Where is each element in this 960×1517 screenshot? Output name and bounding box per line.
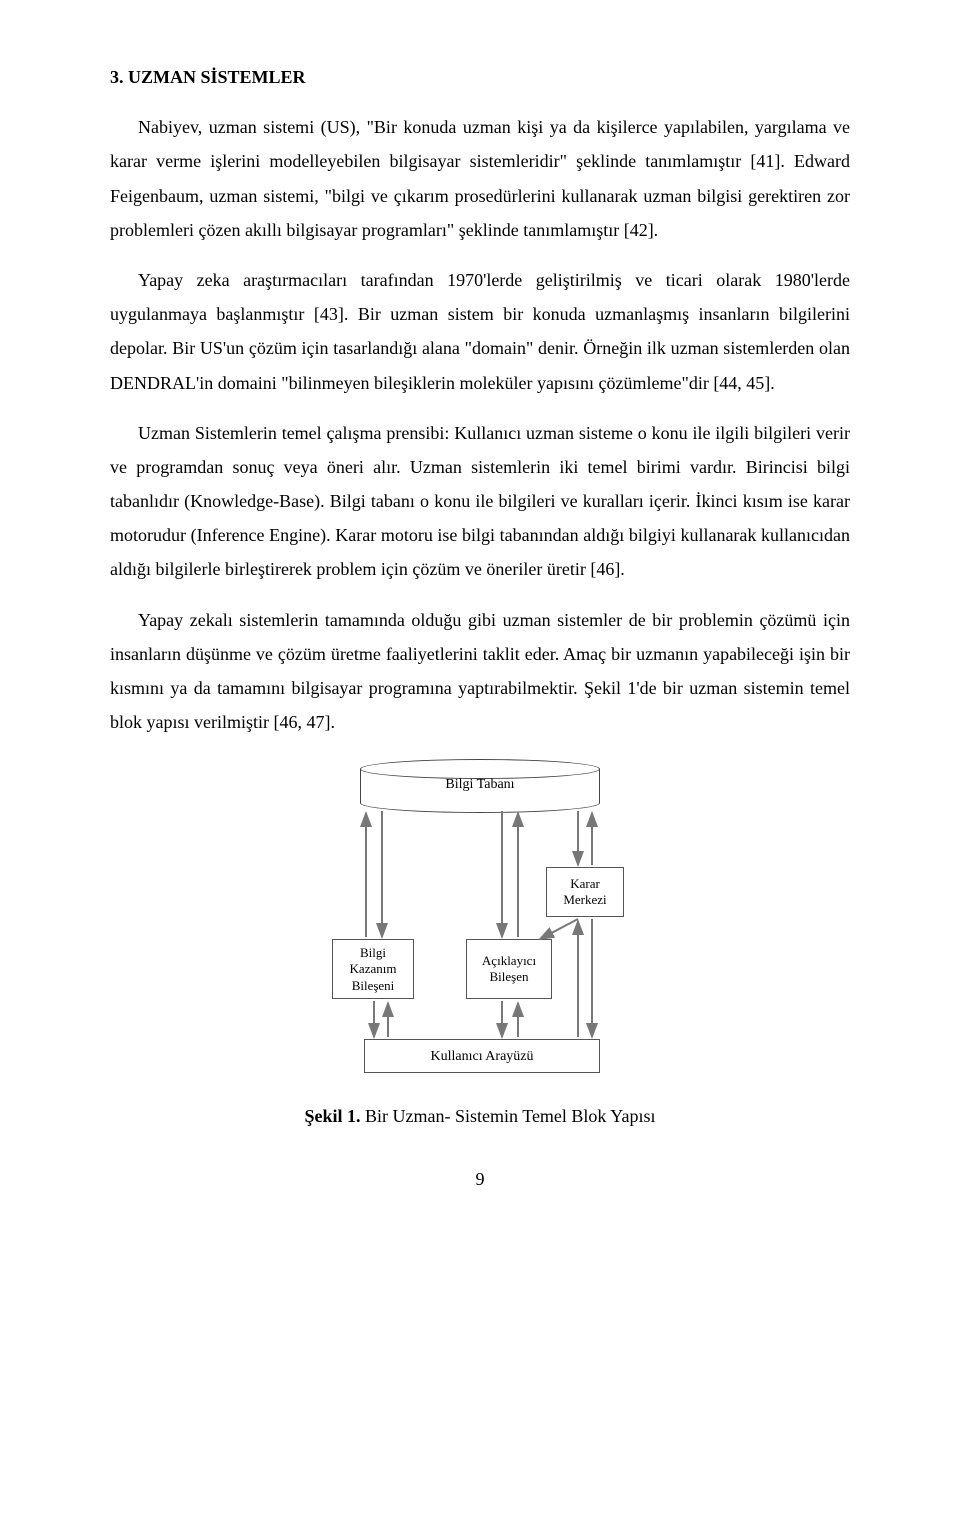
- node-knowledge-acquisition: Bilgi Kazanım Bileşeni: [332, 939, 414, 999]
- node-knowledge-base: Bilgi Tabanı: [360, 759, 600, 811]
- figure-1: Bilgi Tabanı Karar Merkezi Bilgi Kazanım…: [110, 755, 850, 1133]
- figure-caption-text: Bir Uzman- Sistemin Temel Blok Yapısı: [361, 1106, 656, 1126]
- node-explanation-component: Açıklayıcı Bileşen: [466, 939, 552, 999]
- diagram-expert-system: Bilgi Tabanı Karar Merkezi Bilgi Kazanım…: [290, 755, 670, 1085]
- paragraph-4: Yapay zekalı sistemlerin tamamında olduğ…: [110, 603, 850, 740]
- figure-caption: Şekil 1. Bir Uzman- Sistemin Temel Blok …: [305, 1099, 656, 1133]
- node-knowledge-base-label: Bilgi Tabanı: [360, 777, 600, 792]
- page-number: 9: [110, 1162, 850, 1196]
- node-decision-center: Karar Merkezi: [546, 867, 624, 917]
- paragraph-3: Uzman Sistemlerin temel çalışma prensibi…: [110, 416, 850, 587]
- figure-caption-label: Şekil 1.: [305, 1106, 361, 1126]
- paragraph-1: Nabiyev, uzman sistemi (US), "Bir konuda…: [110, 110, 850, 247]
- node-user-interface: Kullanıcı Arayüzü: [364, 1039, 600, 1073]
- section-heading: 3. UZMAN SİSTEMLER: [110, 60, 850, 94]
- paragraph-2: Yapay zeka araştırmacıları tarafından 19…: [110, 263, 850, 400]
